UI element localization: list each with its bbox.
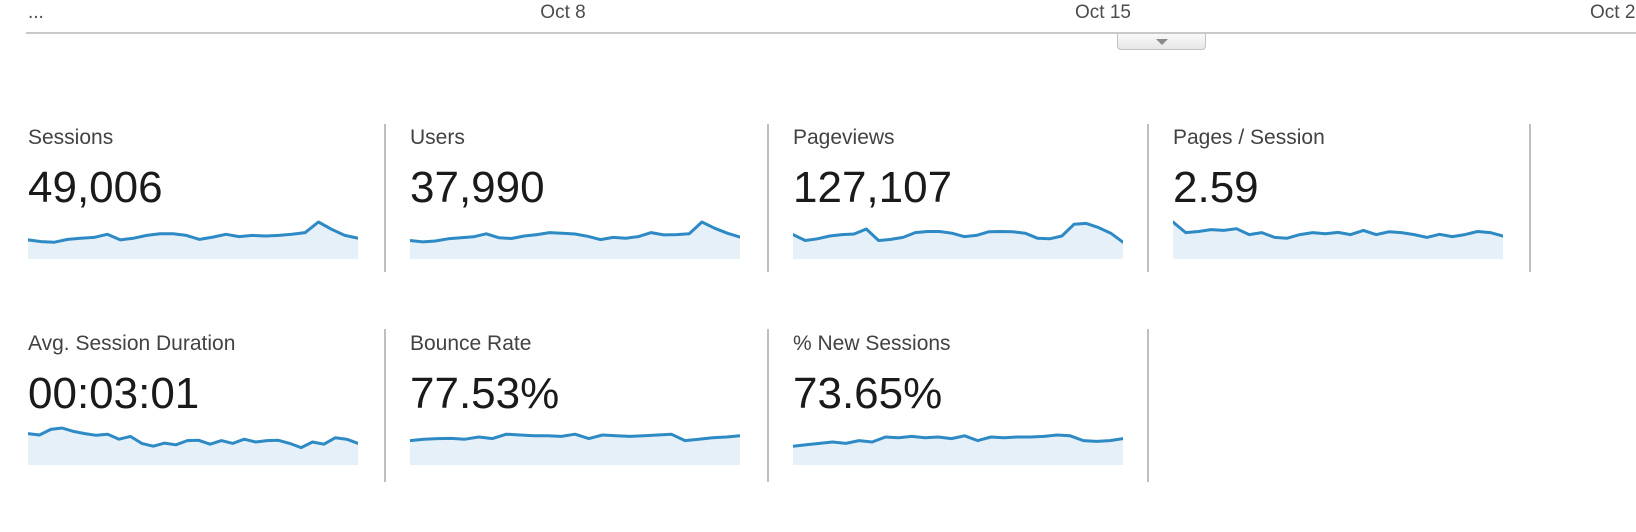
sparkline-chart [793,221,1123,259]
card-divider [1529,124,1531,272]
metric-label: Avg. Session Duration [28,332,236,355]
metric-card-pageviews[interactable]: Pageviews 127,107 [793,127,1123,259]
sparkline-chart [793,433,1123,465]
axis-tick-label: Oct 15 [1075,2,1131,23]
metric-label: Users [410,126,465,149]
card-divider [767,329,769,482]
card-divider [384,329,386,482]
metric-value: 73.65% [793,369,943,418]
sparkline-chart [410,220,740,259]
metric-value: 37,990 [410,163,545,212]
sparkline-chart [28,426,358,465]
metric-card-bounce-rate[interactable]: Bounce Rate 77.53% [410,333,740,465]
metric-value: 49,006 [28,163,163,212]
card-divider [1147,124,1149,272]
timeline-axis-line [26,32,1636,34]
card-divider [384,124,386,272]
metric-card-avg-session-duration[interactable]: Avg. Session Duration 00:03:01 [28,333,358,465]
chevron-down-icon [1155,38,1168,45]
axis-tick-overflow: ... [28,2,44,23]
metric-card-sessions[interactable]: Sessions 49,006 [28,127,358,259]
axis-tick-label: Oct 2 [1590,2,1636,23]
metric-label: Pageviews [793,126,895,149]
sparkline-chart [1173,220,1503,259]
metric-value: 77.53% [410,369,560,418]
sparkline-chart [28,220,358,259]
card-divider [767,124,769,272]
card-divider [1147,329,1149,482]
metric-label: Bounce Rate [410,332,532,355]
sparkline-chart [410,432,740,465]
chart-collapse-button[interactable] [1117,34,1206,50]
metric-label: Sessions [28,126,114,149]
metric-card-pages-per-session[interactable]: Pages / Session 2.59 [1173,127,1503,259]
metric-value: 2.59 [1173,163,1259,212]
axis-tick-label: Oct 8 [540,2,586,23]
metric-label: Pages / Session [1173,126,1325,149]
metric-value: 00:03:01 [28,369,200,418]
metric-label: % New Sessions [793,332,951,355]
metric-card-users[interactable]: Users 37,990 [410,127,740,259]
metric-card-percent-new-sessions[interactable]: % New Sessions 73.65% [793,333,1123,465]
metric-value: 127,107 [793,163,953,212]
